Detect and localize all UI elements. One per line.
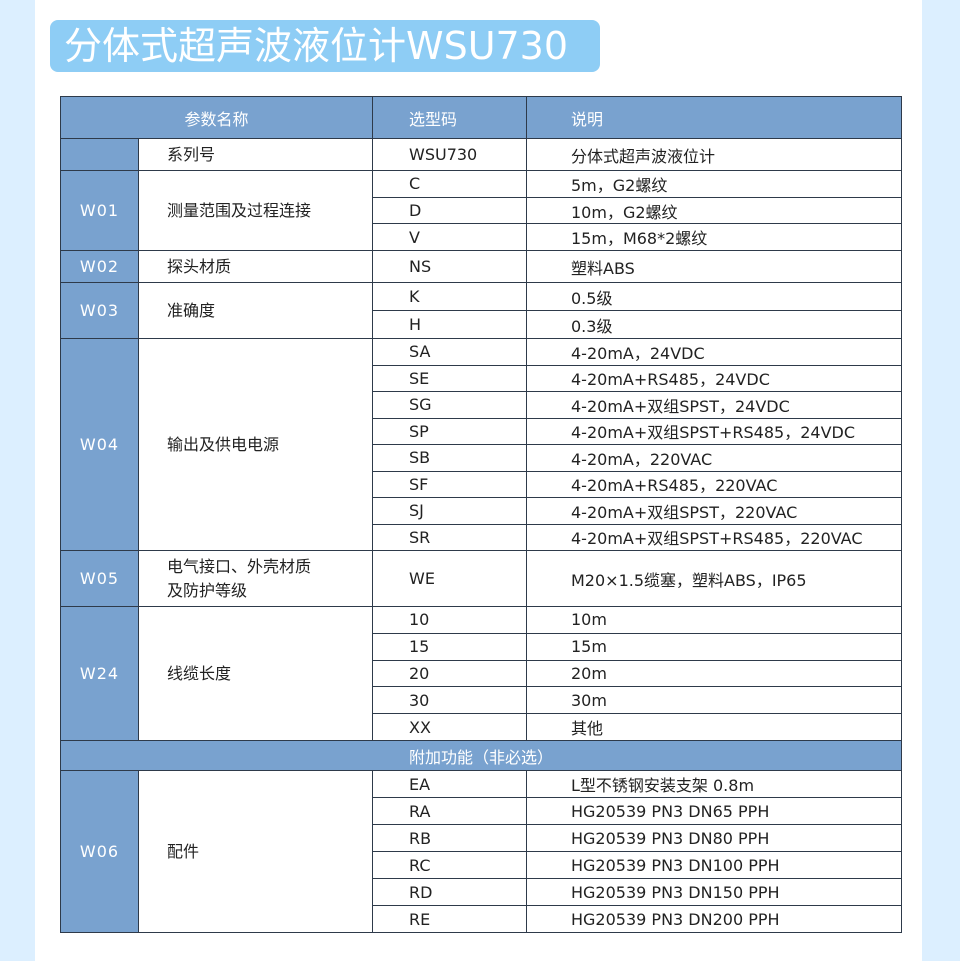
option-desc: 30m: [526, 686, 902, 715]
group-code: [60, 138, 139, 171]
table-row: W05 电气接口、外壳材质及防护等级 WE M20×1.5缆塞，塑料ABS，IP65: [60, 550, 902, 608]
page-title: 分体式超声波液位计WSU730: [50, 20, 600, 72]
option-code: 20: [372, 659, 527, 688]
param-name: 测量范围及过程连接: [138, 169, 373, 252]
param-name: 线缆长度: [138, 606, 373, 742]
option-desc: HG20539 PN3 DN200 PPH: [526, 905, 902, 934]
param-name: 电气接口、外壳材质及防护等级: [138, 550, 373, 608]
table-row: 15 15m: [61, 632, 902, 661]
option-desc: 10m: [526, 606, 902, 634]
table-row: V 15m，M68*2螺纹: [61, 223, 902, 252]
param-name: 探头材质: [138, 250, 373, 284]
option-desc: 4-20mA+双组SPST+RS485，220VAC: [526, 523, 902, 552]
option-code: SJ: [372, 497, 527, 525]
option-code: WE: [372, 550, 527, 608]
table-row: RE HG20539 PN3 DN200 PPH: [61, 905, 902, 934]
table-row: W06 配件 EA L型不锈钢安装支架 0.8m: [60, 770, 902, 934]
option-code: SF: [372, 470, 527, 499]
header-code: 选型码: [372, 96, 527, 139]
table-header-row: 参数名称 选型码 说明: [60, 96, 902, 139]
option-desc: L型不锈钢安装支架 0.8m: [526, 770, 902, 799]
option-code: K: [372, 282, 527, 312]
option-code: WSU730: [372, 138, 527, 171]
table-row: 系列号 WSU730 分体式超声波液位计: [60, 138, 902, 171]
option-code: RA: [372, 797, 527, 826]
table-row: RB HG20539 PN3 DN80 PPH: [61, 824, 902, 853]
option-code: XX: [372, 713, 527, 742]
option-desc: 4-20mA+双组SPST+RS485，24VDC: [526, 417, 902, 446]
table-row: RD HG20539 PN3 DN150 PPH: [61, 878, 902, 907]
addon-label: 附加功能（非必选）: [60, 740, 902, 772]
option-code: SG: [372, 391, 527, 419]
group-code: W24: [60, 606, 139, 742]
group-code: W02: [60, 250, 139, 284]
option-desc: 4-20mA，220VAC: [526, 444, 902, 472]
param-name: 系列号: [138, 138, 373, 171]
table-row: RA HG20539 PN3 DN65 PPH: [61, 797, 902, 826]
option-code: NS: [372, 250, 527, 284]
table-row: SE 4-20mA+RS485，24VDC: [61, 364, 902, 393]
table-row: RC HG20539 PN3 DN100 PPH: [61, 851, 902, 880]
option-desc: 15m: [526, 632, 902, 661]
option-code: H: [372, 310, 527, 340]
option-desc: 4-20mA，24VDC: [526, 338, 902, 366]
option-code: SP: [372, 417, 527, 446]
table-row: W02 探头材质 NS 塑料ABS: [60, 250, 902, 284]
group-code: W06: [60, 770, 139, 934]
option-code: C: [372, 170, 527, 198]
option-desc: M20×1.5缆塞，塑料ABS，IP65: [526, 550, 902, 608]
group-code: W01: [60, 169, 139, 252]
option-code: D: [372, 196, 527, 225]
option-desc: 4-20mA+RS485，220VAC: [526, 470, 902, 499]
table-row: W03 准确度 K 0.5级: [60, 282, 902, 340]
header-param: 参数名称: [60, 96, 373, 139]
spec-table: 参数名称 选型码 说明 系列号 WSU730 分体式超声波液位计 W01 测量范围及过程…: [60, 96, 902, 934]
param-name: 准确度: [138, 282, 373, 340]
option-desc: 塑料ABS: [526, 250, 902, 284]
option-code: EA: [372, 770, 527, 799]
option-code: RE: [372, 905, 527, 934]
option-code: 30: [372, 686, 527, 715]
option-desc: 5m，G2螺纹: [526, 170, 902, 198]
option-desc: HG20539 PN3 DN80 PPH: [526, 824, 902, 853]
option-code: 15: [372, 632, 527, 661]
group-code: W03: [60, 282, 139, 340]
table-row: SR 4-20mA+双组SPST+RS485，220VAC: [61, 523, 902, 552]
option-desc: HG20539 PN3 DN65 PPH: [526, 797, 902, 826]
option-desc: 0.5级: [526, 282, 902, 312]
option-desc: 分体式超声波液位计: [526, 138, 902, 171]
option-desc: 4-20mA+双组SPST，220VAC: [526, 497, 902, 525]
option-desc: 15m，M68*2螺纹: [526, 223, 902, 252]
group-code: W04: [60, 338, 139, 552]
table-row: SF 4-20mA+RS485，220VAC: [61, 470, 902, 499]
option-code: SA: [372, 338, 527, 366]
option-desc: 0.3级: [526, 310, 902, 340]
option-desc: 4-20mA+RS485，24VDC: [526, 364, 902, 393]
table-row: D 10m，G2螺纹: [61, 196, 902, 225]
option-code: SE: [372, 364, 527, 393]
addon-header-row: 附加功能（非必选）: [60, 740, 902, 772]
header-desc: 说明: [526, 96, 902, 139]
option-code: 10: [372, 606, 527, 634]
option-code: RC: [372, 851, 527, 880]
table-row: W04 输出及供电电源 SA 4-20mA，24VDC: [60, 338, 902, 552]
option-desc: HG20539 PN3 DN150 PPH: [526, 878, 902, 907]
option-code: RB: [372, 824, 527, 853]
table-row: W01 测量范围及过程连接 C 5m，G2螺纹: [60, 169, 902, 252]
option-code: SB: [372, 444, 527, 472]
table-row: SP 4-20mA+双组SPST+RS485，24VDC: [61, 417, 902, 446]
group-code: W05: [60, 550, 139, 608]
param-name: 输出及供电电源: [138, 338, 373, 552]
option-desc: HG20539 PN3 DN100 PPH: [526, 851, 902, 880]
option-code: V: [372, 223, 527, 252]
table-row: W24 线缆长度 10 10m: [60, 606, 902, 742]
table-row: H 0.3级: [61, 310, 902, 340]
option-code: SR: [372, 523, 527, 552]
option-desc: 其他: [526, 713, 902, 742]
param-name: 配件: [138, 770, 373, 934]
option-desc: 4-20mA+双组SPST，24VDC: [526, 391, 902, 419]
option-desc: 10m，G2螺纹: [526, 196, 902, 225]
option-code: RD: [372, 878, 527, 907]
option-desc: 20m: [526, 659, 902, 688]
